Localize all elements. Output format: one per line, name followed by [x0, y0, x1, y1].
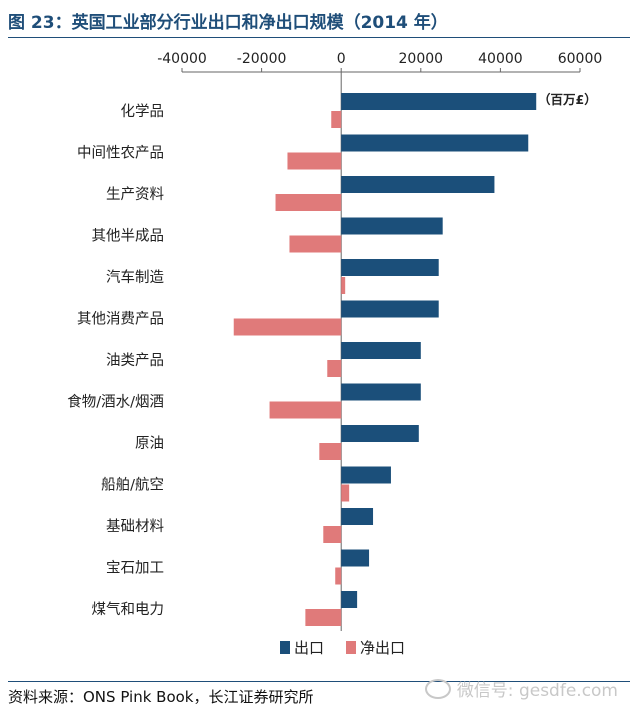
export-bar — [341, 259, 439, 276]
category-label: 中间性农产品 — [77, 145, 164, 162]
export-bar — [341, 342, 421, 359]
net-export-bar — [331, 111, 342, 128]
net-export-bar — [335, 567, 342, 585]
net-export-bar — [233, 318, 342, 336]
export-bar — [341, 508, 374, 525]
export-bar — [341, 300, 439, 318]
legend-swatch-net-export — [346, 641, 356, 654]
net-export-bar — [341, 484, 350, 502]
category-label: 化学品 — [121, 103, 165, 120]
export-bar — [341, 383, 421, 401]
export-bar — [341, 425, 419, 442]
category-label: 船舶/航空 — [101, 477, 164, 494]
watermark: 微信号: gesdfe.com — [424, 676, 618, 701]
export-bar — [341, 466, 391, 484]
x-tick-label: 60000 — [558, 51, 603, 67]
export-bar — [341, 93, 537, 110]
net-export-bar — [287, 152, 342, 170]
net-export-bar — [319, 443, 342, 460]
x-tick-label: -40000 — [157, 51, 207, 67]
source-note: 资料来源：ONS Pink Book，长江证券研究所 — [8, 688, 314, 706]
export-bar — [341, 217, 443, 235]
x-tick-label: 40000 — [478, 51, 523, 67]
category-label: 原油 — [135, 435, 164, 452]
category-label: 其他半成品 — [92, 228, 165, 245]
title-divider — [8, 37, 630, 38]
net-export-bar — [341, 277, 346, 294]
legend-label-export: 出口 — [294, 639, 324, 657]
wechat-icon — [424, 679, 451, 699]
bar-chart: -40000 -20000 0 20000 40000 60000 化学品中间性农产品生产资… — [67, 51, 603, 657]
export-bar — [341, 134, 529, 152]
x-tick-label: 0 — [337, 51, 346, 67]
category-label: 生产资料 — [106, 186, 164, 203]
category-label: 汽车制造 — [106, 269, 164, 286]
export-bar — [341, 591, 358, 608]
net-export-bar — [323, 526, 342, 543]
category-label: 其他消费产品 — [77, 311, 164, 328]
net-export-bar — [269, 401, 342, 419]
category-label: 煤气和电力 — [92, 601, 165, 618]
export-bar — [341, 549, 370, 567]
net-export-bar — [275, 194, 342, 211]
legend-swatch-export — [280, 641, 290, 654]
category-label: 食物/酒水/烟酒 — [67, 394, 164, 411]
legend-label-net-export: 净出口 — [360, 639, 405, 657]
net-export-bar — [305, 609, 342, 626]
x-tick-label: 20000 — [399, 51, 444, 67]
export-bar — [341, 176, 495, 193]
unit-label: （百万£） — [538, 92, 597, 107]
source-divider — [8, 681, 630, 682]
net-export-bar — [327, 360, 342, 377]
category-label: 油类产品 — [106, 352, 164, 369]
x-tick-label: -20000 — [237, 51, 287, 67]
figure-title: 图 23：英国工业部分行业出口和净出口规模（2014 年） — [8, 13, 448, 33]
watermark-text: 微信号: gesdfe.com — [456, 681, 618, 701]
net-export-bar — [289, 235, 342, 253]
category-label: 宝石加工 — [106, 560, 164, 577]
category-label: 基础材料 — [106, 518, 164, 535]
